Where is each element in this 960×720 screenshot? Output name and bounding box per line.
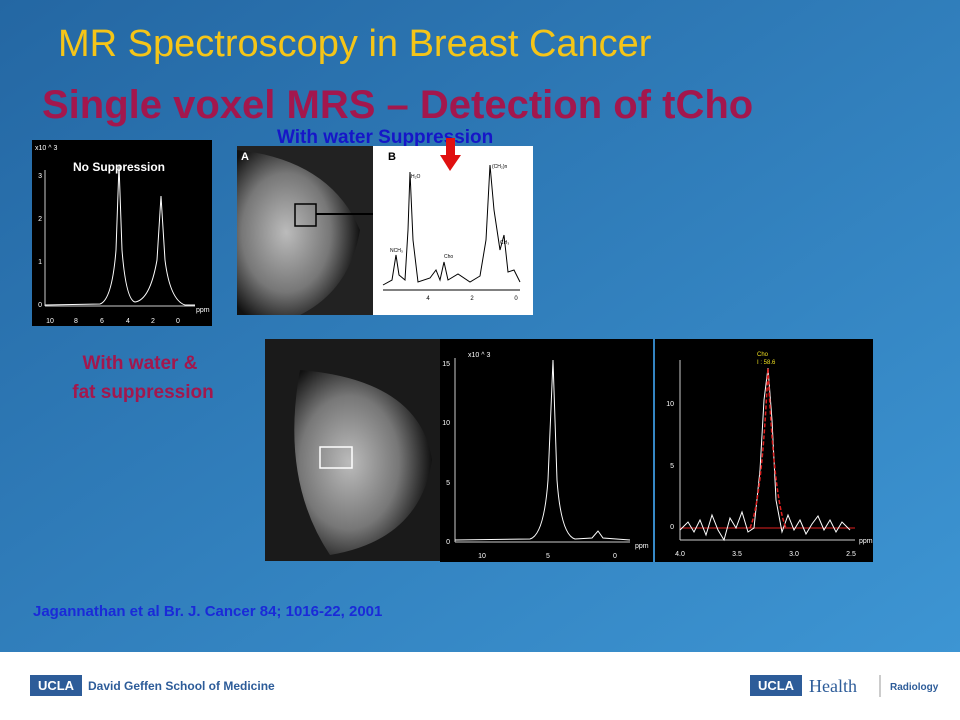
title: MR Spectroscopy in Breast Cancer xyxy=(58,23,652,65)
tick-label: 0 xyxy=(514,296,518,302)
logo: UCLA xyxy=(758,678,795,693)
peak-label: (CH₂)n xyxy=(492,164,507,170)
spectrum-fat-suppressed: x10 ^ 3 15 10 5 0 10 5 0 ppm xyxy=(440,339,653,562)
arrow xyxy=(440,138,461,171)
footer-text: Health xyxy=(809,676,857,696)
tick-label: 4.0 xyxy=(675,551,685,558)
tick-label: 2 xyxy=(38,216,42,223)
tick-label: 10 xyxy=(666,401,674,408)
footer-text: Radiology xyxy=(890,682,939,693)
tick-label: 10 xyxy=(442,420,450,427)
spectrum-water-suppressed: B H₂O NCH₃ Cho (CH₂)n CH₃ 4 2 0 xyxy=(373,146,533,315)
tick-label: 2 xyxy=(151,318,155,325)
tick-label: 2.5 xyxy=(846,551,856,558)
tick-label: 5 xyxy=(446,480,450,487)
logo-box xyxy=(750,675,802,696)
tick-label: 0 xyxy=(176,318,180,325)
peak-label: H₂O xyxy=(411,174,421,180)
unit-label: ppm xyxy=(635,543,649,550)
spectrum-label: B xyxy=(388,151,396,163)
caption: With water & xyxy=(83,353,198,374)
peak-label: NCH₃ xyxy=(390,248,403,254)
scale-label: x10 ^ 3 xyxy=(35,145,57,152)
caption: fat suppression xyxy=(72,382,213,403)
logo: UCLA xyxy=(38,678,75,693)
integral-label: I : 58.6 xyxy=(757,360,776,366)
unit-label: ppm xyxy=(859,538,873,545)
spectrum-no-suppression: x10 ^ 3 No Suppression 0 1 2 3 10 8 6 4 … xyxy=(32,140,212,326)
citation: Jagannathan et al Br. J. Cancer 84; 1016… xyxy=(33,603,382,620)
subtitle: Single voxel MRS – Detection of tCho xyxy=(42,83,753,127)
peak-label: Cho xyxy=(757,352,769,358)
tick-label: 0 xyxy=(446,539,450,546)
tick-label: 8 xyxy=(74,318,78,325)
tick-label: 5 xyxy=(670,463,674,470)
peak-label: Cho xyxy=(444,254,453,260)
tick-label: 4 xyxy=(126,318,130,325)
tick-label: 0 xyxy=(670,524,674,531)
tick-label: 0 xyxy=(613,553,617,560)
tick-label: 5 xyxy=(546,553,550,560)
footer-text: David Geffen School of Medicine xyxy=(88,679,275,693)
mri-image xyxy=(265,339,440,561)
tick-label: 3.0 xyxy=(789,551,799,558)
mri-image: A xyxy=(237,146,392,315)
logo-box xyxy=(30,675,82,696)
tick-label: 2 xyxy=(470,296,474,302)
caption: With water Suppression xyxy=(277,127,493,148)
scale-label: x10 ^ 3 xyxy=(468,352,490,359)
spectrum-fit: Cho I : 58.6 10 5 0 4.0 3.5 3.0 2.5 ppm xyxy=(655,339,873,562)
tick-label: 0 xyxy=(38,302,42,309)
tick-label: 1 xyxy=(38,259,42,266)
tick-label: 4 xyxy=(426,296,430,302)
peak-label: CH₃ xyxy=(500,240,509,246)
tick-label: 3 xyxy=(38,173,42,180)
tick-label: 10 xyxy=(46,318,54,325)
image-label: A xyxy=(241,151,249,163)
tick-label: 15 xyxy=(442,361,450,368)
tick-label: 6 xyxy=(100,318,104,325)
unit-label: ppm xyxy=(196,307,210,314)
tick-label: 3.5 xyxy=(732,551,742,558)
tick-label: 10 xyxy=(478,553,486,560)
panel-label: No Suppression xyxy=(73,160,165,174)
